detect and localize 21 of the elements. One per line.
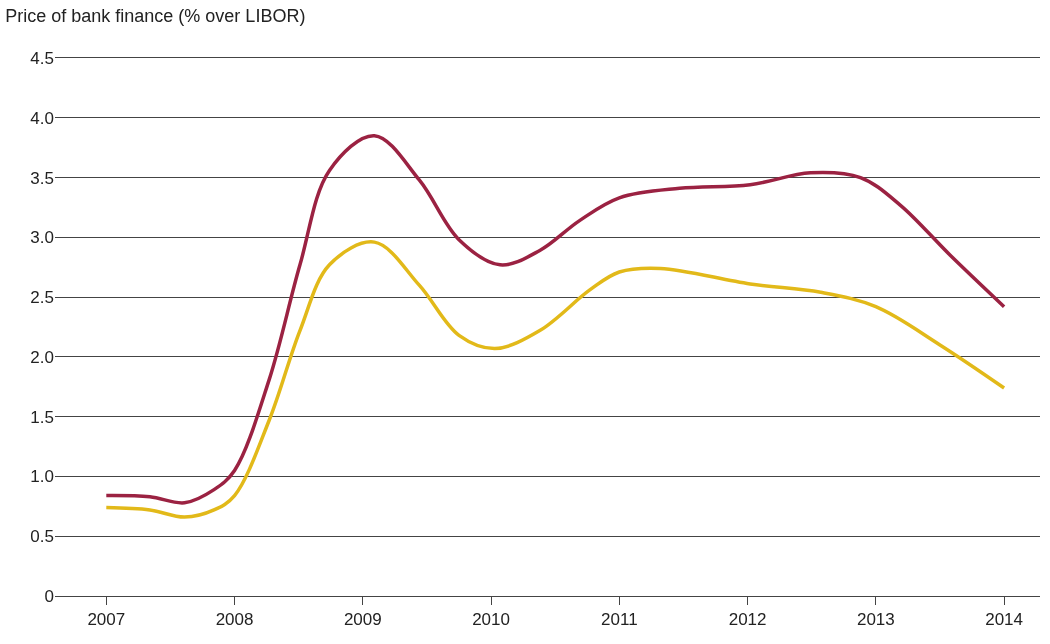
- x-tick-label: 2010: [472, 610, 510, 630]
- x-tick-label: 2013: [856, 610, 895, 630]
- y-tick-label: 2.5: [30, 288, 54, 308]
- y-tick-label: 4.5: [30, 48, 54, 68]
- y-tick-label: 1.0: [30, 467, 54, 487]
- chart-title: Price of bank finance (% over LIBOR): [5, 6, 306, 27]
- y-tick-label: 3.5: [30, 168, 54, 188]
- y-tick-label: 4.0: [30, 108, 54, 128]
- x-tick-label: 2008: [215, 610, 254, 630]
- x-tick-label: 2009: [343, 610, 382, 630]
- y-tick-label: 0.5: [30, 527, 54, 547]
- y-tick-label: 2.0: [30, 347, 54, 367]
- x-tick-label: 2011: [601, 610, 638, 630]
- x-tick-label: 2012: [728, 610, 767, 630]
- line-series: [104, 133, 1006, 505]
- line-series: [104, 240, 1006, 519]
- y-tick-label: 3.0: [30, 228, 54, 248]
- y-tick-label: 1.5: [30, 407, 54, 427]
- x-tick-label: 2014: [985, 610, 1023, 630]
- x-tick-label: 2007: [87, 610, 126, 630]
- y-tick-label: 0: [44, 586, 54, 606]
